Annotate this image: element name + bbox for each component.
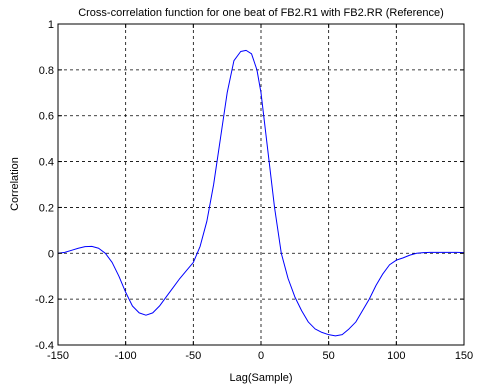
x-tick-label: -100: [115, 350, 137, 362]
x-tick-label: -150: [47, 350, 69, 362]
series-line: [57, 49, 465, 337]
x-tick-label: -50: [185, 350, 201, 362]
ticks: -150 -100 -50 0 50 100 150 -0.4 -0.2 0 0.2 0.4 0.6 0.…: [35, 19, 473, 362]
y-tick-label: 0.6: [39, 111, 54, 123]
y-tick-label: -0.2: [35, 294, 54, 306]
x-tick-label: 50: [323, 350, 335, 362]
y-tick-label: 0.4: [39, 157, 54, 169]
chart-title: Cross-correlation function for one beat …: [78, 7, 444, 19]
y-tick-label: -0.4: [35, 340, 54, 352]
y-axis-label: Correlation: [9, 157, 21, 211]
x-axis-label: Lag(Sample): [230, 372, 293, 384]
y-tick-label: 1: [48, 19, 54, 31]
y-tick-label: 0: [48, 248, 54, 260]
series-layer: [57, 49, 465, 337]
y-tick-label: 0.2: [39, 202, 54, 214]
x-tick-label: 100: [387, 350, 405, 362]
x-tick-label: 150: [455, 350, 473, 362]
grid: [58, 24, 464, 345]
x-tick-label: 0: [258, 350, 264, 362]
y-tick-label: 0.8: [39, 65, 54, 77]
